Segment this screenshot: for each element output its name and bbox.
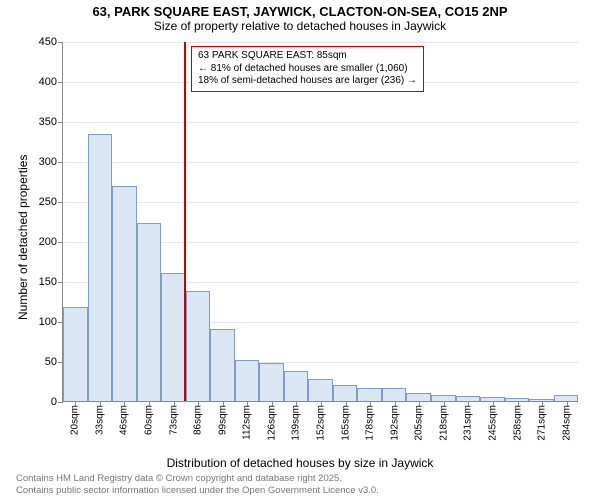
- x-tick-mark: [518, 401, 519, 406]
- x-tick-mark: [149, 401, 150, 406]
- x-tick-mark: [321, 401, 322, 406]
- chart-plot-area: 63 PARK SQUARE EAST: 85sqm← 81% of detac…: [62, 42, 578, 402]
- x-tick-mark: [567, 401, 568, 406]
- x-tick-mark: [419, 401, 420, 406]
- x-tick-label: 205sqm: [414, 401, 425, 441]
- chart-title-main: 63, PARK SQUARE EAST, JAYWICK, CLACTON-O…: [0, 4, 600, 19]
- y-tick-mark: [58, 362, 63, 363]
- x-axis-label: Distribution of detached houses by size …: [0, 456, 600, 470]
- x-tick-mark: [198, 401, 199, 406]
- footer-attribution: Contains HM Land Registry data © Crown c…: [16, 473, 379, 496]
- histogram-bar: [63, 307, 88, 401]
- histogram-bar: [210, 329, 235, 401]
- histogram-bar: [308, 379, 333, 401]
- y-tick-mark: [58, 122, 63, 123]
- x-tick-mark: [395, 401, 396, 406]
- x-tick-mark: [124, 401, 125, 406]
- histogram-bar: [186, 291, 211, 401]
- x-tick-label: 73sqm: [168, 401, 179, 435]
- y-axis-label: Number of detached properties: [16, 155, 30, 320]
- x-tick-mark: [542, 401, 543, 406]
- footer-line-1: Contains HM Land Registry data © Crown c…: [16, 473, 379, 484]
- x-tick-label: 165sqm: [340, 401, 351, 441]
- histogram-bar: [112, 186, 137, 401]
- x-tick-label: 60sqm: [144, 401, 155, 435]
- x-tick-label: 284sqm: [561, 401, 572, 441]
- y-tick-mark: [58, 202, 63, 203]
- x-tick-label: 139sqm: [291, 401, 302, 441]
- histogram-bar: [382, 388, 407, 401]
- y-tick-mark: [58, 82, 63, 83]
- annotation-line: ← 81% of detached houses are smaller (1,…: [198, 63, 417, 76]
- histogram-bar: [137, 223, 162, 401]
- x-tick-mark: [223, 401, 224, 406]
- x-tick-label: 126sqm: [266, 401, 277, 441]
- x-tick-label: 86sqm: [193, 401, 204, 435]
- x-tick-mark: [247, 401, 248, 406]
- x-tick-mark: [444, 401, 445, 406]
- x-tick-label: 218sqm: [438, 401, 449, 441]
- x-tick-mark: [370, 401, 371, 406]
- histogram-bar: [406, 393, 431, 401]
- y-tick-mark: [58, 42, 63, 43]
- x-tick-label: 33sqm: [94, 401, 105, 435]
- chart-title-sub: Size of property relative to detached ho…: [0, 19, 600, 33]
- y-tick-mark: [58, 282, 63, 283]
- y-tick-mark: [58, 242, 63, 243]
- x-tick-label: 192sqm: [389, 401, 400, 441]
- x-tick-label: 271sqm: [537, 401, 548, 441]
- y-tick-mark: [58, 402, 63, 403]
- x-tick-label: 99sqm: [217, 401, 228, 435]
- x-tick-mark: [174, 401, 175, 406]
- x-tick-label: 178sqm: [365, 401, 376, 441]
- histogram-bar: [161, 273, 186, 401]
- y-tick-mark: [58, 162, 63, 163]
- x-tick-mark: [75, 401, 76, 406]
- x-tick-mark: [100, 401, 101, 406]
- annotation-line: 18% of semi-detached houses are larger (…: [198, 75, 417, 88]
- chart-title-block: 63, PARK SQUARE EAST, JAYWICK, CLACTON-O…: [0, 0, 600, 33]
- x-tick-mark: [468, 401, 469, 406]
- annotation-box: 63 PARK SQUARE EAST: 85sqm← 81% of detac…: [191, 46, 424, 92]
- histogram-bar: [259, 363, 284, 401]
- x-tick-mark: [346, 401, 347, 406]
- histogram-bar: [284, 371, 309, 401]
- x-tick-label: 20sqm: [70, 401, 81, 435]
- histogram-bar: [235, 360, 260, 401]
- x-tick-label: 152sqm: [316, 401, 327, 441]
- x-tick-label: 46sqm: [119, 401, 130, 435]
- reference-marker-line: [184, 42, 186, 401]
- histogram-bar: [357, 388, 382, 401]
- x-tick-label: 258sqm: [512, 401, 523, 441]
- histogram-bar: [333, 385, 358, 401]
- x-tick-label: 231sqm: [463, 401, 474, 441]
- x-tick-mark: [493, 401, 494, 406]
- y-tick-mark: [58, 322, 63, 323]
- footer-line-2: Contains public sector information licen…: [16, 485, 379, 496]
- x-tick-mark: [272, 401, 273, 406]
- histogram-bar: [88, 134, 113, 401]
- x-tick-label: 112sqm: [242, 401, 253, 440]
- x-tick-label: 245sqm: [488, 401, 499, 441]
- x-tick-mark: [296, 401, 297, 406]
- annotation-header: 63 PARK SQUARE EAST: 85sqm: [198, 50, 417, 63]
- histogram-bars: [63, 42, 578, 401]
